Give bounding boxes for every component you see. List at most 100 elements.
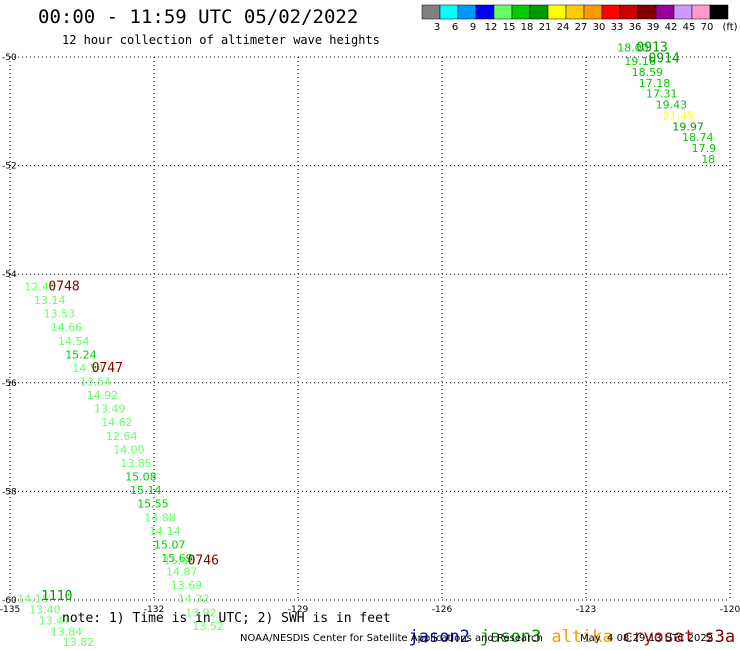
wave-height-point: 18.74 <box>682 131 714 144</box>
legend-label: 39 <box>647 22 660 33</box>
legend-swatch <box>637 4 657 20</box>
wave-height-point: 13.47 <box>39 614 71 627</box>
x-tick-label: -120 <box>720 605 740 615</box>
satellite-legend: jason2 jason3 altika cryosat s3a <box>388 607 740 647</box>
legend-label: 33 <box>611 22 624 33</box>
satellite-jason3: jason3 <box>479 627 542 647</box>
pass-time-label: 0914 <box>648 51 679 66</box>
generated-timestamp: May 4 08:29:13 UTC 2022 <box>580 633 714 644</box>
legend-label: 12 <box>485 22 498 33</box>
pass-time-label: 0747 <box>92 361 123 376</box>
wave-height-point: 13.85 <box>120 457 151 470</box>
page-title: 00:00 - 11:59 UTC 05/02/2022 <box>38 6 359 28</box>
satellite-cryosat: cryosat <box>622 627 695 647</box>
wave-height-point: 14.87 <box>166 566 198 579</box>
wave-height-point: 18.59 <box>632 66 664 79</box>
x-tick-label: -135 <box>0 605 20 615</box>
legend-label: 6 <box>452 22 458 33</box>
legend-swatch <box>601 4 621 20</box>
lat-lon-grid <box>9 56 731 601</box>
wave-height-point: 14.15 <box>17 593 49 606</box>
legend-swatch <box>475 4 495 20</box>
wave-height-point: 14.92 <box>87 389 119 402</box>
legend-label: 36 <box>629 22 642 33</box>
y-tick-label: -56 <box>2 379 17 389</box>
data-labels: 12.4813.1413.5314.6614.5415.2414.5413.54… <box>17 41 716 650</box>
x-tick-label: -126 <box>432 605 453 615</box>
y-tick-label: -60 <box>2 596 17 606</box>
wave-height-point: 19.16 <box>624 55 656 68</box>
wave-height-point: 17.31 <box>646 88 678 101</box>
wave-height-point: 19.97 <box>672 120 704 133</box>
legend-swatch <box>439 4 459 20</box>
x-tick-label: -132 <box>144 605 164 615</box>
legend-swatch <box>565 4 585 20</box>
wave-height-point: 13.40 <box>29 604 61 617</box>
legend-swatch <box>421 4 441 20</box>
satellite-jason2: jason2 <box>408 627 470 647</box>
wave-height-point: 14.66 <box>51 321 83 334</box>
wave-height-point: 17.9 <box>692 142 717 155</box>
page-subtitle: 12 hour collection of altimeter wave hei… <box>62 33 380 47</box>
wave-height-point: 14.00 <box>113 443 145 456</box>
legend-swatch <box>511 4 531 20</box>
pass-time-label: 0913 <box>636 41 667 56</box>
x-tick-label: -123 <box>576 605 596 615</box>
pass-time-label: 0748 <box>48 279 79 294</box>
wave-height-point: 12.48 <box>24 280 56 293</box>
legend-label: 9 <box>470 22 476 33</box>
axis-ticks: -135 -132 -129 -126 -123 -120 -50 -52 -54 -56 -58 -… <box>0 53 740 615</box>
wave-height-point: 14.62 <box>101 416 133 429</box>
wave-height-point: 15.24 <box>65 348 97 361</box>
y-tick-label: -50 <box>2 53 17 63</box>
legend-label: (ft) <box>722 22 737 33</box>
wave-height-point: 13.52 <box>192 620 224 633</box>
wave-height-point: 13.54 <box>80 376 112 389</box>
wave-height-point: 13.82 <box>63 636 95 649</box>
wave-height-point: 15.14 <box>130 484 162 497</box>
wave-height-point: 15.07 <box>154 538 186 551</box>
footer-note: note: 1) Time is in UTC; 2) SWH is in fe… <box>62 611 391 626</box>
legend-label: 18 <box>521 22 534 33</box>
color-legend: 3 6 9 12 15 18 21 24 27 30 33 36 39 42 45 70 (ft) <box>421 4 738 33</box>
wave-height-point: 13.53 <box>44 308 76 321</box>
wave-height-point: 15.69 <box>161 552 193 565</box>
legend-label: 70 <box>701 22 714 33</box>
legend-swatch <box>547 4 567 20</box>
wave-height-point: 13.49 <box>94 403 126 416</box>
wave-height-point: 19.43 <box>656 99 688 112</box>
wave-height-point: 17.18 <box>639 77 671 90</box>
wave-height-point: 18.00 <box>617 42 649 55</box>
legend-swatch <box>619 4 639 20</box>
legend-label: 30 <box>593 22 606 33</box>
legend-swatch <box>673 4 693 20</box>
satellite-altika: altika <box>551 627 613 647</box>
wave-height-point: 13.84 <box>51 625 83 638</box>
legend-label: 21 <box>539 22 552 33</box>
legend-label: 24 <box>557 22 570 33</box>
x-tick-label: -129 <box>288 605 309 615</box>
wave-height-point: 14.14 <box>149 525 181 538</box>
legend-swatch <box>583 4 603 20</box>
wave-height-point: 14.54 <box>72 362 104 375</box>
legend-label: 15 <box>503 22 516 33</box>
wave-height-point: 15.55 <box>137 498 169 511</box>
wave-height-point: 12.64 <box>106 430 138 443</box>
wave-height-point: 15.69 <box>164 555 196 568</box>
y-tick-label: -58 <box>2 487 17 497</box>
wave-height-point: 21.45 <box>663 109 695 122</box>
satellite-s3a: s3a <box>704 627 736 647</box>
y-tick-label: -54 <box>2 270 17 280</box>
legend-swatch <box>529 4 549 20</box>
wave-height-point: 14.32 <box>178 593 210 606</box>
pass-time-label: 0746 <box>188 554 219 569</box>
legend-label: 42 <box>665 22 678 33</box>
wave-height-point: 15.08 <box>125 471 157 484</box>
legend-swatch <box>493 4 513 20</box>
wave-height-point: 13.69 <box>171 579 203 592</box>
legend-swatch <box>655 4 675 20</box>
y-tick-label: -52 <box>2 162 17 172</box>
legend-label: 27 <box>575 22 588 33</box>
legend-label: 45 <box>683 22 696 33</box>
pass-time-label: 1110 <box>41 589 72 604</box>
